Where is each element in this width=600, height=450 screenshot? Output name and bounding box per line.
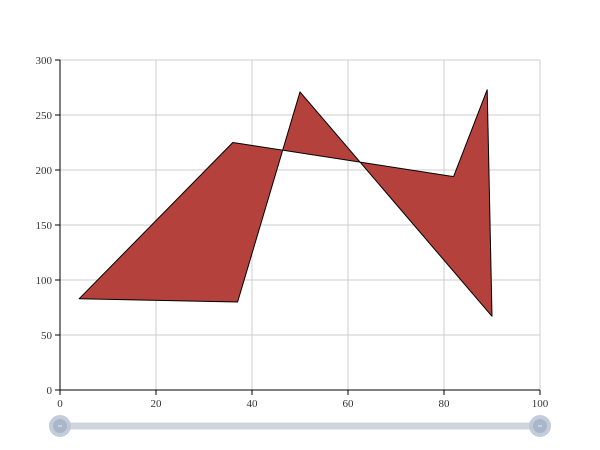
x-tick-label: 60 [343,398,355,410]
y-tick-label: 50 [41,330,53,342]
y-tick-label: 200 [36,165,53,177]
slider-handle-right[interactable] [529,415,551,437]
y-tick-label: 150 [36,220,53,232]
x-tick-label: 40 [247,398,259,410]
x-tick-label: 20 [151,398,163,410]
y-tick-label: 300 [36,55,53,67]
x-tick-label: 100 [532,398,549,410]
series-layer [78,89,493,317]
y-tick-label: 0 [47,385,53,397]
range-slider[interactable] [49,415,551,437]
y-tick-label: 100 [36,275,53,287]
axis-layer: 0 20 40 60 80 100 0 50 100 150 200 250 300 [36,55,549,410]
x-tick-label: 80 [439,398,451,410]
slider-handle-left[interactable] [49,415,71,437]
y-tick-label: 250 [36,110,53,122]
series-area [78,89,493,317]
x-tick-label: 0 [57,398,63,410]
